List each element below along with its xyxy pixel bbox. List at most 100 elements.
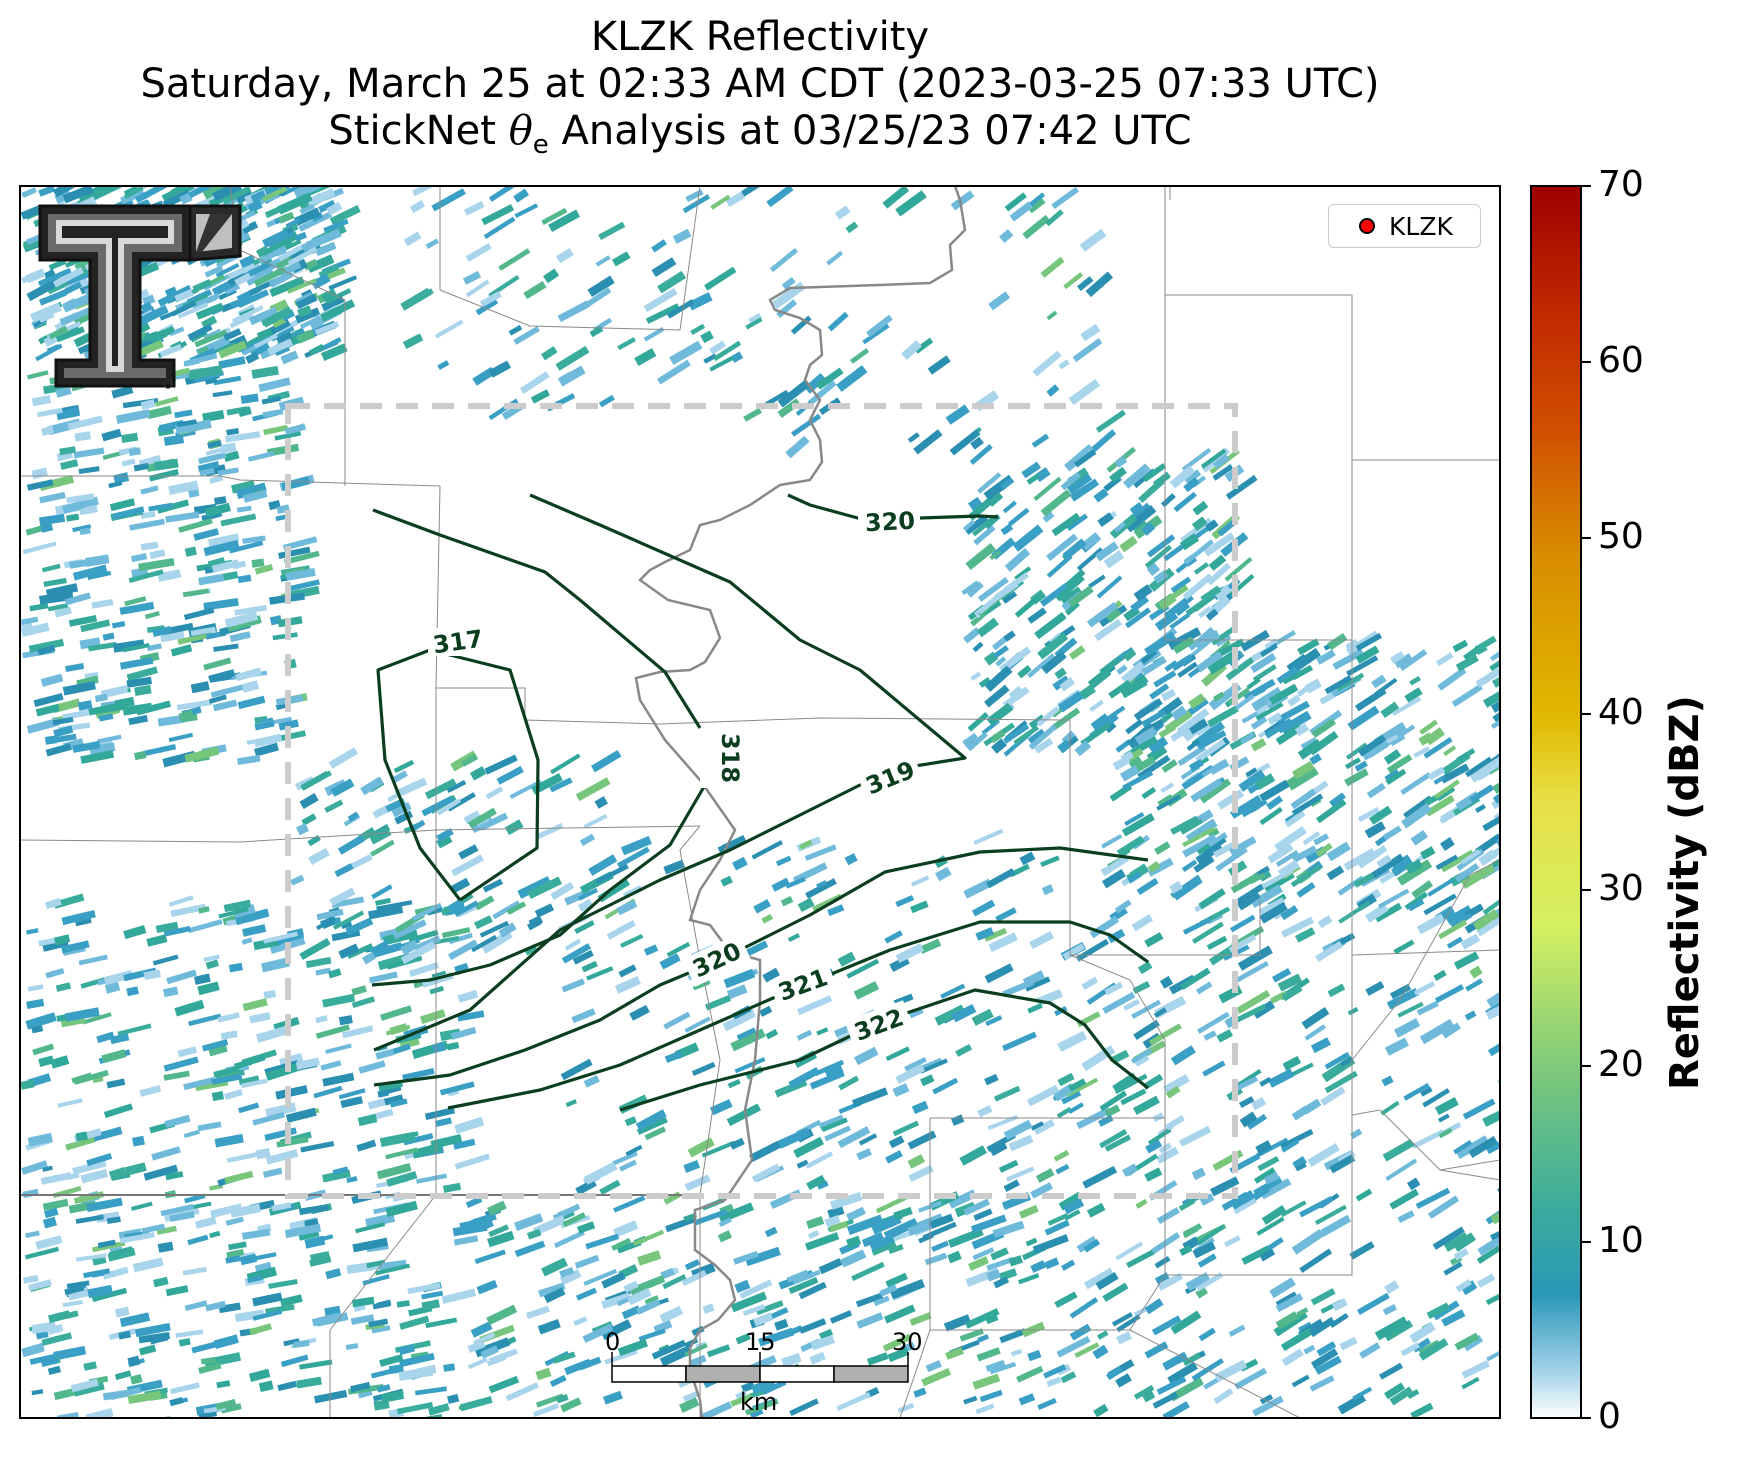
echo-gate — [356, 1139, 377, 1152]
echo-gate — [701, 1401, 733, 1418]
echo-gate — [1089, 699, 1104, 713]
echo-gate — [245, 351, 260, 364]
echo-gate — [275, 1085, 308, 1100]
echo-gate — [35, 1235, 63, 1250]
echo-gate — [1345, 742, 1368, 760]
echo-gate — [689, 1354, 707, 1367]
echo-gate — [1119, 764, 1140, 782]
echo-gate — [198, 906, 210, 914]
echo-gate — [1003, 1179, 1020, 1192]
echo-gate — [989, 549, 1002, 561]
echo-gate — [254, 720, 275, 731]
echo-gate — [454, 1153, 491, 1170]
echo-gate — [1384, 768, 1400, 781]
echo-gate — [119, 1312, 151, 1328]
echo-gate — [978, 676, 992, 688]
echo-gate — [370, 1368, 393, 1379]
echo-gate — [883, 1218, 919, 1241]
echo-gate — [856, 1312, 884, 1329]
echo-gate — [1083, 1267, 1114, 1290]
echo-gate — [78, 466, 100, 475]
echo-gate — [1365, 980, 1385, 996]
echo-gate — [1374, 677, 1398, 696]
echo-gate — [962, 732, 979, 748]
echo-gate — [201, 1039, 229, 1052]
echo-gate — [237, 406, 252, 418]
echo-gate — [193, 528, 220, 541]
echo-gate — [241, 1228, 271, 1240]
echo-gate — [1169, 612, 1191, 630]
echo-gate — [513, 188, 530, 203]
echo-gate — [586, 966, 614, 981]
echo-gate — [55, 386, 72, 398]
echo-gate — [1160, 782, 1175, 793]
echo-gate — [1491, 796, 1500, 810]
echo-gate — [73, 447, 105, 459]
echo-gate — [42, 1165, 53, 1172]
echo-gate — [985, 1015, 1003, 1027]
echo-gate — [492, 900, 521, 920]
radar-site-marker-icon — [1359, 218, 1375, 234]
echo-gate — [470, 1321, 493, 1338]
echo-gate — [583, 813, 608, 829]
echo-gate — [320, 343, 348, 362]
echo-gate — [536, 823, 564, 840]
echo-gate — [1311, 718, 1336, 738]
echo-gate — [26, 277, 60, 302]
echo-gate — [470, 934, 498, 953]
echo-gate — [1232, 883, 1265, 907]
echo-gate — [1352, 1386, 1373, 1401]
echo-gate — [157, 284, 193, 307]
echo-gate — [1034, 737, 1054, 754]
echo-gate — [1008, 685, 1023, 700]
echo-gate — [198, 573, 225, 586]
echo-gate — [1162, 1401, 1190, 1418]
echo-gate — [984, 927, 1008, 942]
echo-gate — [43, 269, 56, 280]
echo-gate — [245, 266, 274, 286]
echo-gate — [1272, 968, 1292, 983]
echo-gate — [1452, 639, 1469, 653]
echo-gate — [308, 847, 330, 865]
echo-gate — [1228, 1324, 1246, 1337]
echo-gate — [1251, 1097, 1267, 1111]
echo-gate — [643, 944, 659, 956]
echo-gate — [1018, 1204, 1039, 1219]
echo-gate — [1310, 1348, 1339, 1369]
echo-gate — [133, 750, 147, 761]
echo-gate — [1420, 1086, 1433, 1097]
echo-gate — [21, 1160, 48, 1175]
echo-gate — [1340, 1056, 1354, 1067]
echo-gate — [885, 1272, 908, 1288]
echo-gate — [885, 1046, 910, 1062]
echo-gate — [718, 1202, 754, 1224]
echo-gate — [1281, 916, 1315, 938]
echo-gate — [1453, 1248, 1469, 1261]
echo-gate — [1298, 1321, 1313, 1333]
echo-gate — [1068, 1078, 1087, 1092]
echo-gate — [415, 1173, 448, 1184]
echo-gate — [897, 1402, 915, 1414]
echo-gate — [1382, 1138, 1415, 1162]
echo-gate — [1116, 647, 1134, 662]
echo-gate — [59, 446, 76, 456]
echo-gate — [1369, 805, 1393, 825]
echo-gate — [20, 204, 44, 220]
echo-gate — [247, 451, 275, 462]
echo-gate — [730, 1393, 753, 1407]
echo-gate — [962, 627, 981, 644]
echo-gate — [977, 1105, 993, 1118]
echo-gate — [487, 1200, 507, 1216]
echo-gate — [115, 409, 151, 424]
echo-gate — [434, 1117, 452, 1128]
echo-gate — [818, 1258, 843, 1275]
echo-gate — [1106, 608, 1122, 623]
echo-gate — [1003, 630, 1016, 642]
echo-gate — [299, 793, 319, 809]
echo-gate — [1154, 1256, 1171, 1269]
echo-gate — [1336, 672, 1365, 692]
echo-gate — [459, 1396, 493, 1412]
echo-gate — [573, 1316, 588, 1327]
echo-gate — [385, 1024, 411, 1036]
echo-gate — [710, 194, 731, 210]
